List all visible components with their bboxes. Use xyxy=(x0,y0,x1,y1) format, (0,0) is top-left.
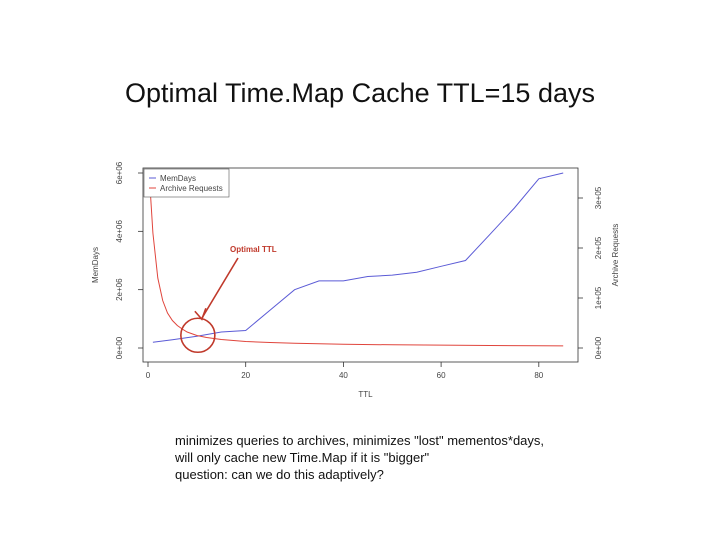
y-right-tick-label: 1e+05 xyxy=(594,286,603,309)
notes: minimizes queries to archives, minimizes… xyxy=(175,432,695,483)
note-line: will only cache new Time.Map if it is "b… xyxy=(175,450,430,465)
y-left-tick-label: 0e+00 xyxy=(115,336,124,359)
y-left-tick-label: 4e+06 xyxy=(115,220,124,243)
y-left-tick-label: 6e+06 xyxy=(115,161,124,184)
optimal-ttl-arrow xyxy=(201,257,239,319)
optimal-ttl-arrowhead xyxy=(194,307,207,321)
chart: 0 20 40 60 80 TTL 0e+00 2e+06 4e+06 6e+06 MemDays 0… xyxy=(91,161,620,399)
note-line: question: can we do this adaptively? xyxy=(175,467,384,482)
y-right-tick-label: 3e+05 xyxy=(594,186,603,209)
legend-box xyxy=(143,168,230,198)
series-line-memdays xyxy=(152,172,564,343)
y-right-tick-label: 0e+00 xyxy=(594,336,603,359)
y-left-tick-label: 2e+06 xyxy=(115,278,124,301)
legend-label: Archive Requests xyxy=(160,184,223,193)
x-axis-label: TTL xyxy=(358,390,373,399)
series-line-archive-requests xyxy=(149,192,564,347)
optimal-ttl-circle xyxy=(180,317,216,354)
slide-title: Optimal Time.Map Cache TTL=15 days xyxy=(125,78,595,108)
y-left-axis-label: MemDays xyxy=(91,247,100,283)
x-tick-label: 60 xyxy=(437,371,446,380)
x-tick-label: 0 xyxy=(146,371,151,380)
y-right-axis-label: Archive Requests xyxy=(611,224,620,287)
annotation-label: Optimal TTL xyxy=(230,245,277,254)
x-tick-label: 80 xyxy=(534,371,543,380)
y-right-tick-label: 2e+05 xyxy=(594,236,603,259)
x-tick-label: 20 xyxy=(241,371,250,380)
x-tick-label: 40 xyxy=(339,371,348,380)
legend-label: MemDays xyxy=(160,174,196,183)
plot-frame xyxy=(142,167,579,363)
note-line: minimizes queries to archives, minimizes… xyxy=(175,433,545,448)
